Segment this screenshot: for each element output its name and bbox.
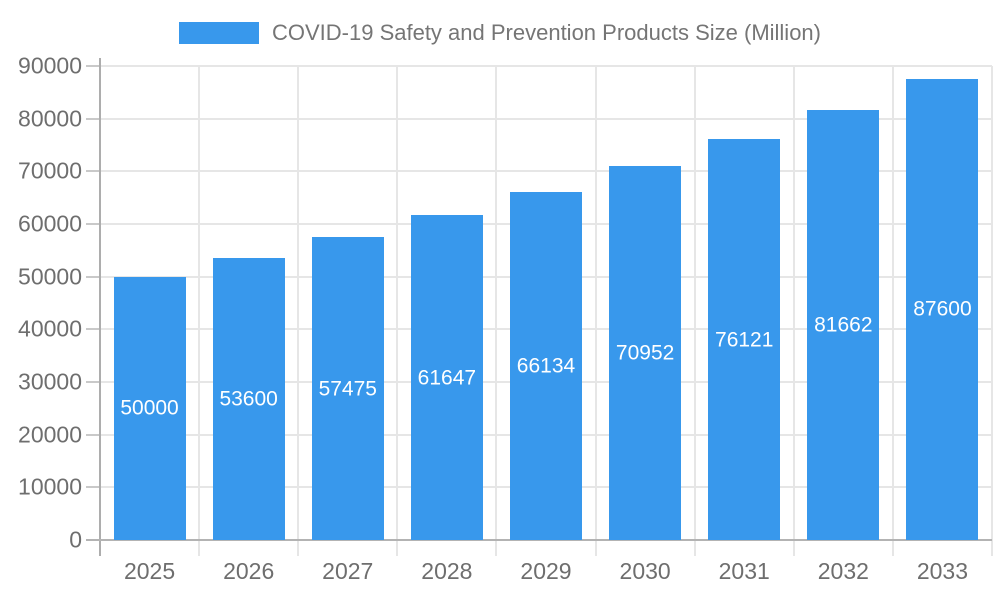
y-axis-tick-label: 10000 — [18, 473, 82, 500]
y-axis-tick — [86, 381, 100, 383]
v-gridline — [693, 66, 696, 556]
v-gridline — [495, 66, 498, 556]
bar-2028[interactable] — [410, 215, 483, 540]
v-gridline — [792, 66, 795, 556]
bar-2031[interactable] — [708, 139, 781, 540]
v-gridline — [594, 66, 597, 556]
bar-value-label: 53600 — [219, 387, 278, 411]
v-gridline — [198, 66, 201, 556]
bar-2026[interactable] — [212, 257, 285, 540]
y-axis-tick — [86, 433, 100, 436]
x-axis-tick-label: 2030 — [619, 558, 671, 584]
y-axis-tick-label: 0 — [69, 526, 82, 553]
bar-value-label: 87600 — [913, 297, 972, 321]
y-axis-tick — [86, 275, 100, 278]
y-axis-tick — [86, 117, 100, 120]
bar-2032[interactable] — [807, 109, 880, 540]
y-axis-tick — [86, 223, 100, 225]
x-axis-tick-label: 2029 — [520, 558, 572, 584]
h-gridline — [100, 117, 992, 120]
bar-value-label: 66134 — [516, 354, 576, 378]
y-axis-tick — [86, 65, 100, 67]
v-gridline — [297, 66, 300, 556]
y-axis-line — [99, 58, 101, 556]
legend-item-series[interactable]: COVID-19 Safety and Prevention Products … — [178, 20, 821, 46]
bar-2030[interactable] — [609, 166, 682, 540]
x-axis-tick-label: 2028 — [421, 558, 473, 584]
chart-title: COVID-19 Safety and Prevention Products … — [271, 20, 821, 45]
bar-value-label: 81662 — [814, 313, 873, 337]
y-axis-tick — [86, 328, 100, 331]
bar-2025[interactable] — [113, 276, 186, 540]
x-axis-tick-label: 2025 — [123, 558, 176, 584]
bar-value-label: 50000 — [120, 396, 179, 420]
y-axis-tick — [86, 170, 100, 173]
bar-2029[interactable] — [510, 191, 582, 540]
y-axis-tick-label: 30000 — [18, 368, 82, 395]
y-axis-tick-label: 80000 — [18, 105, 82, 132]
bar-value-label: 61647 — [417, 366, 477, 390]
y-axis-tick-label: 50000 — [18, 263, 82, 290]
x-axis-line — [86, 539, 992, 541]
bar-value-label: 57475 — [318, 377, 377, 401]
x-axis-tick-label: 2027 — [322, 558, 374, 584]
y-axis-tick-label: 40000 — [18, 315, 82, 342]
x-axis-tick-label: 2026 — [223, 558, 275, 584]
bar-2027[interactable] — [311, 237, 384, 540]
h-gridline — [100, 170, 992, 173]
y-axis-tick-label: 90000 — [18, 52, 82, 79]
y-axis-tick — [86, 486, 100, 489]
y-axis-tick-label: 60000 — [18, 210, 82, 237]
h-gridline — [100, 65, 992, 67]
x-axis-tick-label: 2031 — [718, 558, 770, 584]
v-gridline — [891, 66, 894, 556]
v-gridline — [991, 66, 993, 556]
x-axis-tick-label: 2033 — [916, 558, 969, 584]
y-axis-tick-label: 70000 — [18, 157, 82, 184]
y-axis-tick-label: 20000 — [18, 421, 82, 448]
x-axis-tick-label: 2032 — [817, 558, 869, 584]
legend-swatch-icon[interactable] — [178, 22, 259, 44]
legend: COVID-19 Safety and Prevention Products … — [0, 20, 1000, 46]
bar-value-label: 76121 — [715, 328, 774, 352]
v-gridline — [396, 66, 399, 556]
bar-2033[interactable] — [906, 78, 979, 540]
bar-value-label: 70952 — [615, 341, 675, 365]
